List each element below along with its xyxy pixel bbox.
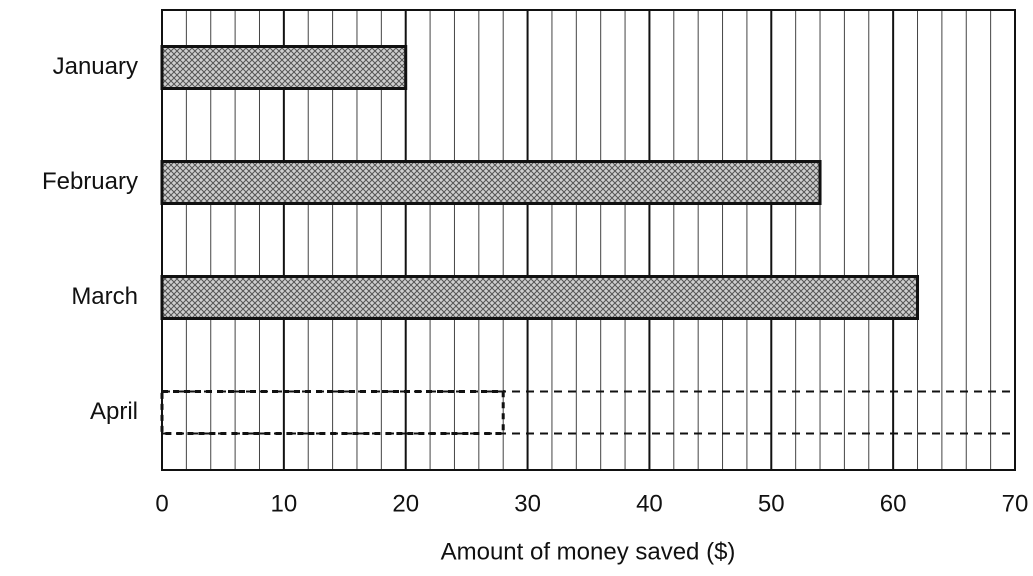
y-tick-label: January (53, 53, 138, 80)
bar (160, 275, 920, 320)
x-tick-label: 20 (392, 490, 419, 517)
x-tick-label: 40 (636, 490, 663, 517)
x-tick-label: 0 (155, 490, 168, 517)
plot-frame (161, 9, 1016, 471)
x-tick-label: 70 (1002, 490, 1029, 517)
y-tick-label: March (71, 283, 138, 310)
x-tick-label: 10 (271, 490, 298, 517)
bar (160, 45, 408, 90)
x-tick-label: 30 (514, 490, 541, 517)
bar (160, 160, 822, 205)
y-tick-label: February (42, 168, 138, 195)
bar (160, 390, 505, 435)
y-tick-label: April (90, 398, 138, 425)
x-tick-label: 60 (880, 490, 907, 517)
x-axis-label: Amount of money saved ($) (441, 538, 736, 565)
x-tick-label: 50 (758, 490, 785, 517)
